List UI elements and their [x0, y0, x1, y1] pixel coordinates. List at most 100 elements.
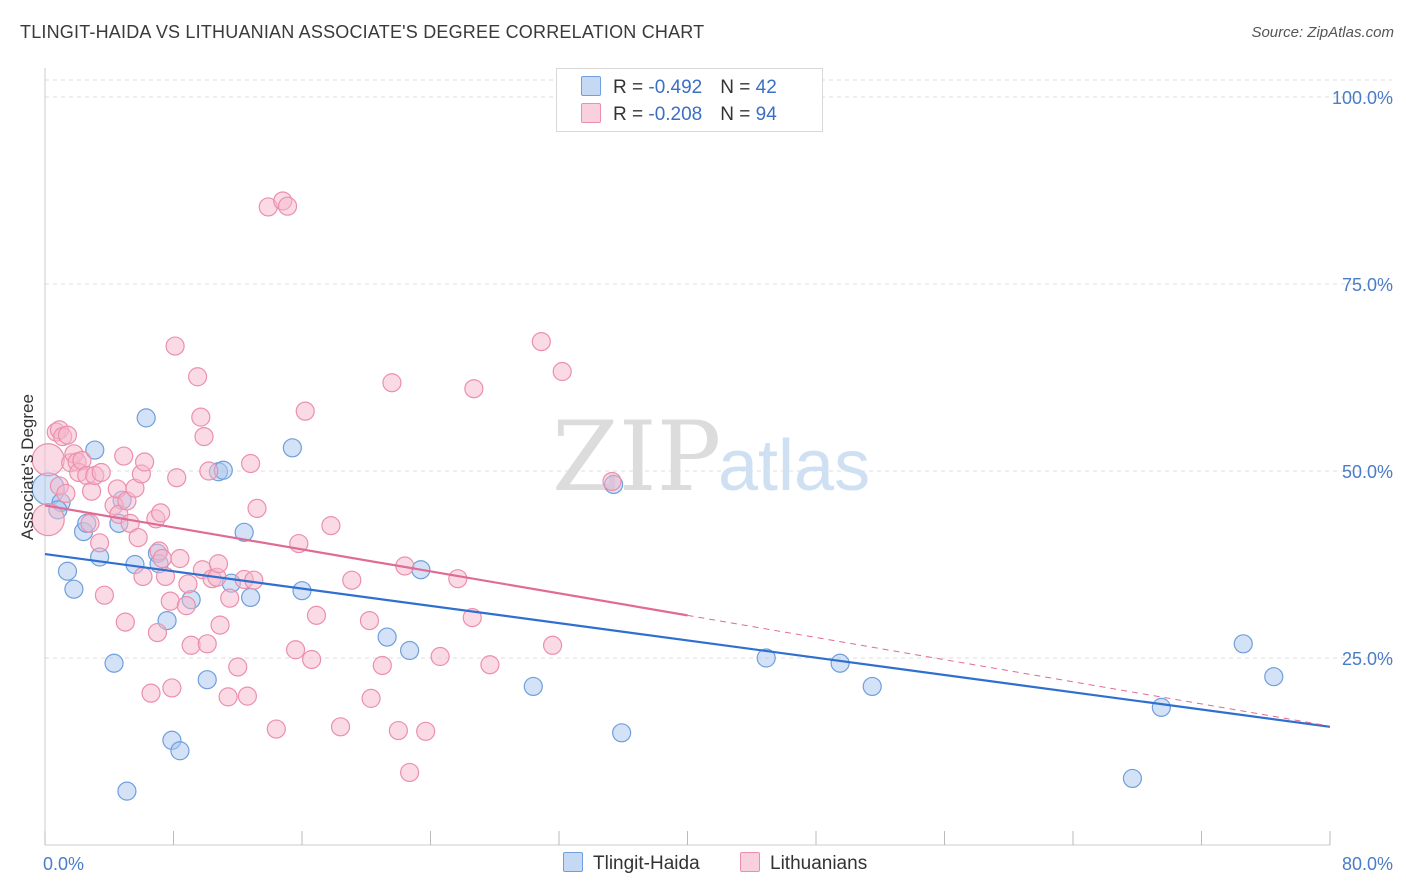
lithuanian-point [400, 762, 420, 783]
lithuanian-point [372, 655, 392, 676]
bottom-legend-label: Lithuanians [770, 853, 868, 874]
tlingit-haida-point [862, 676, 882, 697]
y-tick-label: 25.0% [1342, 649, 1393, 669]
x-tick-label-start: 0.0% [43, 854, 84, 874]
lithuanian-point [342, 570, 362, 590]
y-axis-label: Associate's Degree [18, 394, 37, 540]
tlingit-haida-point [612, 723, 632, 743]
tlingit-haida-point [756, 648, 776, 668]
lithuanian-point [464, 379, 484, 399]
bottom-legend-label: Tlingit-Haida [593, 853, 700, 874]
lithuanian-point [480, 655, 500, 675]
lithuanian-point [115, 612, 135, 632]
bottom-legend-swatch-blue [563, 852, 583, 872]
lithuanian-point [295, 401, 315, 421]
lithuanian-point [361, 688, 381, 708]
tlingit-haida-point [241, 587, 261, 608]
lithuanian-point [306, 605, 327, 625]
lithuanian-point [448, 569, 468, 589]
legend-r-value: -0.208 [648, 104, 703, 125]
legend: R = -0.492 N = 42 R = -0.208 N = 94 [556, 68, 823, 132]
lithuanian-point [266, 719, 286, 739]
tlingit-haida-point [136, 408, 156, 428]
chart-title: TLINGIT-HAIDA VS LITHUANIAN ASSOCIATE'S … [20, 22, 705, 42]
lithuanian-point [197, 634, 217, 654]
legend-swatch-pink [581, 103, 601, 123]
legend-r-label: R = [613, 77, 649, 98]
lithuanian-point [80, 513, 100, 533]
lithuanian-point [228, 657, 248, 677]
lithuanian-point [176, 596, 196, 616]
legend-row-tlingit-haida: R = -0.492 N = 42 [581, 76, 777, 98]
legend-n-value: 42 [755, 77, 777, 98]
y-tick-label: 100.0% [1332, 88, 1393, 108]
lithuanian-point [220, 588, 240, 608]
lithuanian-point [285, 640, 306, 660]
lithuanian-point [31, 503, 65, 537]
lithuanian-point [178, 574, 198, 594]
x-tick-label-end: 80.0% [1342, 854, 1393, 874]
lithuanian-point [382, 373, 402, 393]
lithuanian-point [199, 461, 219, 481]
tlingit-haida-point [830, 653, 850, 673]
lithuanian-point [552, 361, 572, 382]
lithuanian-point [134, 452, 155, 472]
lithuanian-point [194, 426, 214, 447]
lithuanian-trend-extension [687, 614, 1331, 727]
lithuanian-point [133, 566, 153, 587]
legend-n-label: N = [720, 77, 756, 98]
lithuanian-point [155, 566, 176, 587]
lithuanian-point [602, 471, 622, 492]
tlingit-haida-point [1122, 768, 1143, 789]
lithuanian-point [191, 407, 211, 427]
lithuanian-point [531, 331, 551, 352]
lithuanian-point [162, 678, 182, 698]
legend-swatch-blue [581, 76, 601, 96]
lithuanian-point [141, 683, 161, 703]
lithuanian-point [57, 425, 78, 445]
tlingit-haida-point [234, 522, 254, 542]
tlingit-haida-point [377, 627, 397, 647]
lithuanian-point [56, 483, 76, 504]
data-points [31, 191, 1284, 801]
legend-r-label: R = [613, 104, 649, 125]
legend-n-label: N = [720, 104, 756, 125]
lithuanian-point [31, 443, 65, 477]
watermark-zip: ZIP [552, 401, 721, 513]
lithuanian-point [277, 196, 298, 216]
lithuanian-point [208, 554, 229, 574]
lithuanian-point [321, 516, 341, 536]
lithuanian-point [90, 533, 110, 553]
lithuanian-point [359, 610, 380, 631]
tlingit-haida-point [1151, 697, 1171, 717]
lithuanian-point [167, 468, 187, 488]
lithuanian-point [237, 686, 257, 706]
tlingit-haida-point [282, 438, 302, 458]
lithuanian-point [165, 336, 185, 356]
y-tick-label: 50.0% [1342, 462, 1393, 482]
bottom-legend-swatch-pink [740, 852, 760, 872]
y-tick-label: 75.0% [1342, 275, 1393, 295]
bottom-legend-lithuanians: Lithuanians [740, 852, 867, 875]
lithuanian-point [218, 687, 238, 707]
lithuanian-point [128, 527, 148, 548]
tlingit-haida-trend-line [44, 552, 1331, 728]
lithuanian-point [81, 481, 102, 501]
lithuanian-point [241, 453, 261, 474]
lithuanian-point [388, 720, 408, 741]
tlingit-haida-point [104, 653, 124, 673]
lithuanian-point [147, 622, 168, 643]
bottom-legend-tlingit-haida: Tlingit-Haida [563, 852, 700, 875]
watermark: ZIP atlas [552, 401, 870, 513]
lithuanian-point [542, 635, 563, 655]
tlingit-haida-point [197, 670, 217, 690]
lithuanian-point [416, 721, 436, 741]
lithuanian-point [152, 548, 172, 569]
tlingit-haida-point [85, 440, 105, 460]
lithuanian-point [330, 717, 351, 737]
lithuanian-point [94, 585, 115, 605]
lithuanian-point [430, 646, 450, 667]
lithuanian-point [91, 462, 111, 483]
tlingit-haida-point [523, 676, 543, 697]
